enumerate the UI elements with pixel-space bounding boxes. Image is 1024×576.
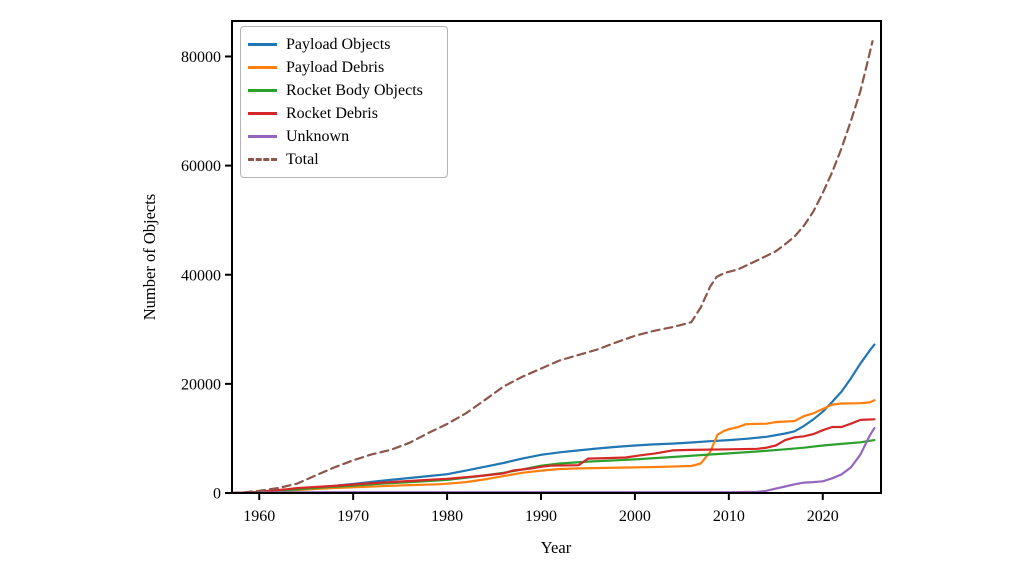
legend-line-sample-icon <box>248 158 277 161</box>
legend-entry: Rocket Body Objects <box>248 79 447 102</box>
x-tick-label: 1990 <box>525 508 557 525</box>
y-tick-label: 80000 <box>181 49 221 66</box>
y-tick-label: 60000 <box>181 158 221 175</box>
y-axis-label: Number of Objects <box>140 193 159 321</box>
legend-line-sample-icon <box>248 43 277 46</box>
y-tick-label: 0 <box>213 486 221 503</box>
x-tick-label: 2020 <box>807 508 839 525</box>
legend-entry: Rocket Debris <box>248 102 447 125</box>
x-tick-label: 1960 <box>243 508 275 525</box>
series-line-unknown <box>232 427 876 493</box>
legend-label: Rocket Debris <box>286 104 378 122</box>
x-tick-label: 1980 <box>431 508 463 525</box>
x-tick-label: 2010 <box>713 508 745 525</box>
x-axis-label: Year <box>540 538 572 557</box>
legend-entry: Total <box>248 148 447 171</box>
legend-label: Rocket Body Objects <box>286 81 423 99</box>
x-tick-label: 1970 <box>337 508 369 525</box>
legend-label: Unknown <box>286 127 350 145</box>
legend-line-sample-icon <box>248 112 277 115</box>
legend-line-sample-icon <box>248 66 277 69</box>
legend-label: Payload Debris <box>286 58 385 76</box>
legend-label: Total <box>286 150 319 168</box>
y-tick-label: 40000 <box>181 267 221 284</box>
legend-entry: Payload Debris <box>248 56 447 79</box>
legend-entry: Payload Objects <box>248 33 447 56</box>
legend-line-sample-icon <box>248 89 277 92</box>
series-line-total <box>232 40 874 493</box>
series-line-payload-debris <box>232 399 876 493</box>
y-tick-label: 20000 <box>181 376 221 393</box>
legend-label: Payload Objects <box>286 35 391 53</box>
plot-frame <box>231 20 882 494</box>
x-tick-label: 2000 <box>619 508 651 525</box>
legend-entry: Unknown <box>248 125 447 148</box>
legend: Payload Objects Payload Debris Rocket Bo… <box>240 26 448 178</box>
legend-line-sample-icon <box>248 135 277 138</box>
series-line-rocket-debris <box>232 418 876 493</box>
